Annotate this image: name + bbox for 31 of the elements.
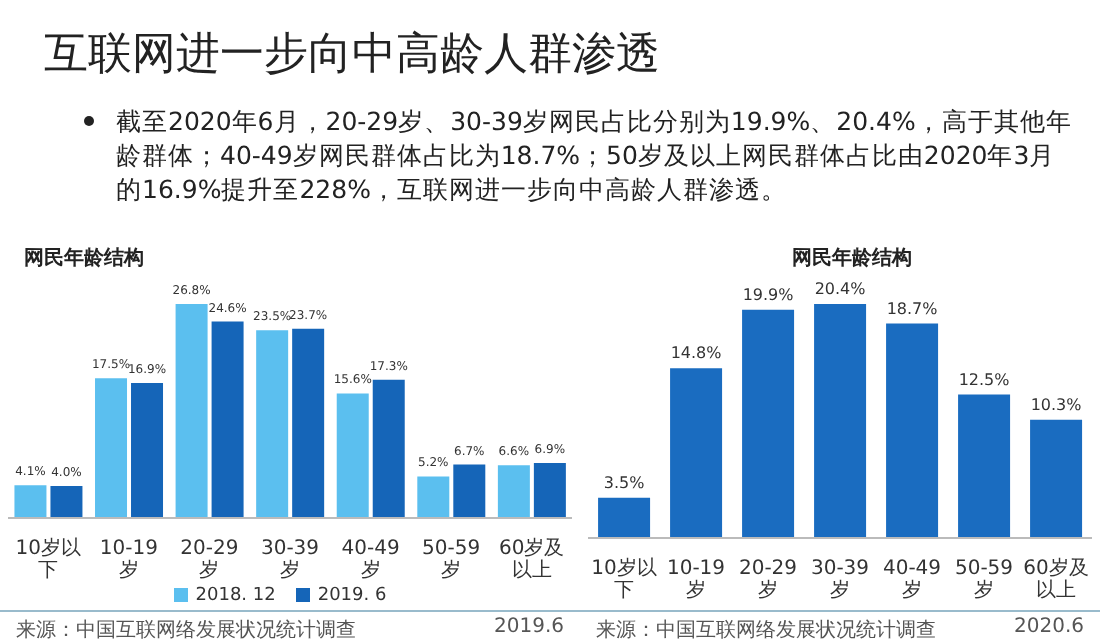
x-tick-label: 30-39岁 — [810, 558, 870, 602]
text: 截至2020年6月，20-29岁、30-39岁网民占比分别为19.9%、20.4%，高于其他年龄群体；40-49岁网民群体占比为18.7%；50岁及以上网民群体占比由2020年3月的16.9%提升至228%，互联网进一步向中高龄人群渗透。 — [116, 106, 1072, 204]
x-tick-label: 50-59岁 — [422, 538, 481, 582]
source-note: 来源：中国互联网络发展状况统计调查 — [16, 617, 356, 642]
legend-label: 2019. 6 — [317, 586, 387, 606]
data-label: 3.5% — [603, 473, 646, 492]
data-label: 14.8% — [670, 344, 723, 363]
x-tick-label: 10岁以下 — [15, 536, 82, 582]
data-label: 12.5% — [958, 370, 1011, 389]
x-tick-label: 60岁及以上 — [498, 536, 565, 582]
legend-label: 2018. 12 — [195, 586, 276, 606]
text: 2020.6 — [1014, 616, 1084, 642]
x-tick-label: 10岁以下 — [591, 556, 657, 602]
data-label: 20.4% — [814, 280, 867, 298]
x-tick-label: 10-19岁 — [99, 538, 158, 582]
text: 互联网进一步向中高龄人群渗透 — [44, 28, 662, 84]
chart-title: 网民年龄结构 — [790, 245, 914, 274]
x-tick-label: 50-59岁 — [954, 558, 1014, 602]
x-tick-label: 20-29岁 — [180, 538, 239, 582]
data-label: 18.7% — [886, 299, 939, 318]
x-tick-label: 10-19岁 — [666, 558, 726, 602]
text: 2019.6 — [494, 616, 564, 642]
x-tick-label: 30-39岁 — [260, 538, 320, 582]
x-tick-label: 40-49岁 — [341, 538, 400, 582]
x-tick-label: 60岁及以上 — [1023, 556, 1089, 602]
source-note: 来源：中国互联网络发展状况统计调查 — [596, 617, 936, 642]
data-label: 10.3% — [1030, 395, 1083, 414]
data-label: 19.9% — [742, 285, 795, 304]
chart-title: 网民年龄结构 — [22, 245, 146, 274]
x-tick-label: 20-29岁 — [738, 558, 798, 602]
x-tick-label: 40-49岁 — [882, 558, 942, 602]
